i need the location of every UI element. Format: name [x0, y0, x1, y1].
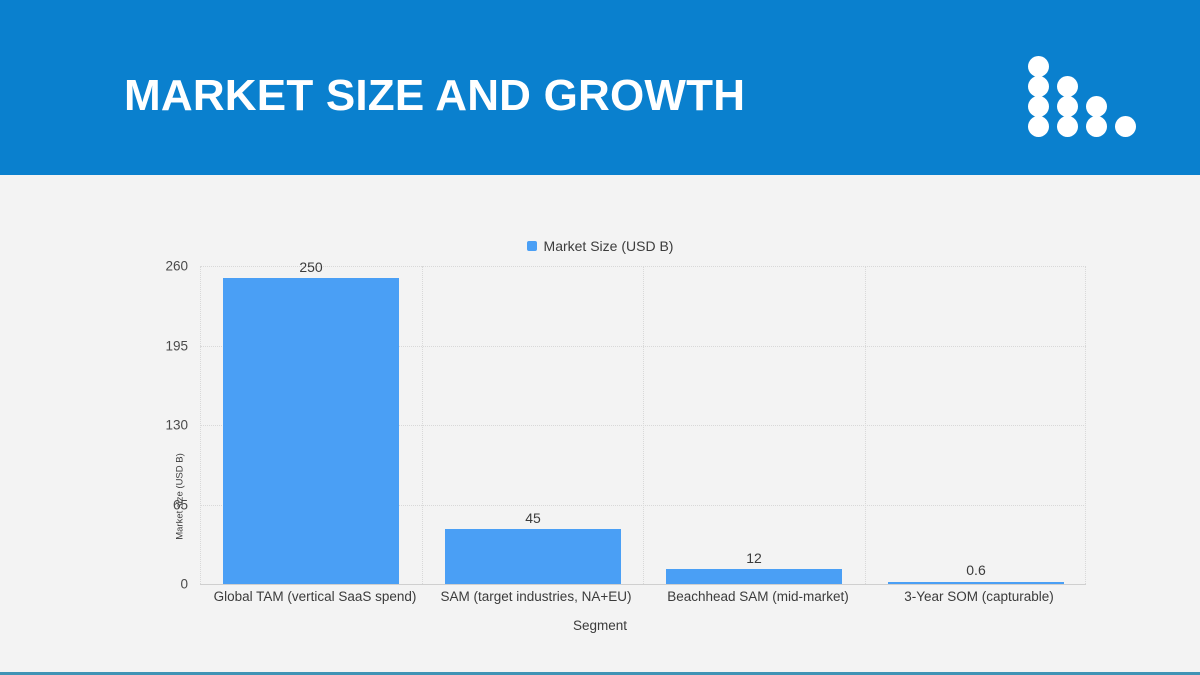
bar[interactable]	[223, 278, 399, 584]
y-tick-label: 130	[165, 417, 188, 433]
logo-dot	[1028, 56, 1049, 77]
plot-area: 250 45 12 0.6	[200, 259, 1086, 585]
legend-swatch-icon	[526, 241, 537, 251]
x-tick-label: Global TAM (vertical SaaS spend)	[213, 589, 417, 604]
logo-dot	[1115, 116, 1136, 137]
y-tick-label: 0	[180, 576, 188, 592]
logo-dot	[1057, 116, 1078, 137]
bar-value-label: 12	[746, 550, 762, 566]
x-axis-line	[200, 584, 1086, 585]
bar[interactable]	[888, 582, 1064, 584]
logo-dot	[1057, 76, 1078, 97]
y-axis-title: Market size (USD B)	[174, 453, 186, 540]
bar[interactable]	[445, 529, 621, 584]
gridline-vertical	[200, 266, 201, 584]
logo-dot	[1028, 76, 1049, 97]
x-tick-label: Beachhead SAM (mid-market)	[667, 589, 849, 604]
logo-dot	[1057, 96, 1078, 117]
bar-value-label: 45	[525, 510, 541, 526]
legend-label: Market Size (USD B)	[543, 238, 674, 254]
bar-chart: Market Size (USD B) 260 195 130 65 0 Mar…	[0, 175, 1200, 672]
logo-dot	[1028, 116, 1049, 137]
y-axis-tick-labels: 260 195 130 65 0 Market size (USD B)	[126, 259, 188, 592]
logo-dot	[1086, 116, 1107, 137]
gridline-vertical	[864, 266, 866, 584]
dot-staircase-logo	[1028, 56, 1136, 138]
x-tick-label: SAM (target industries, NA+EU)	[440, 589, 632, 604]
bar-value-label: 0.6	[966, 562, 986, 578]
gridline-vertical	[1085, 266, 1086, 584]
bar-value-label: 250	[299, 259, 323, 275]
slide-header: MARKET SIZE AND GROWTH	[0, 0, 1200, 175]
page-title: MARKET SIZE AND GROWTH	[124, 71, 746, 120]
x-tick-label: 3-Year SOM (capturable)	[904, 589, 1054, 604]
y-tick-label: 260	[165, 258, 188, 274]
x-axis-tick-labels: Global TAM (vertical SaaS spend) SAM (ta…	[200, 589, 1086, 611]
logo-dot	[1028, 96, 1049, 117]
y-tick-label: 195	[165, 338, 188, 353]
bar[interactable]	[666, 569, 842, 584]
legend-item-market-size[interactable]: Market Size (USD B)	[526, 238, 674, 254]
x-axis-title: Segment	[572, 618, 628, 633]
chart-legend: Market Size (USD B)	[0, 238, 1200, 254]
y-tick-label: 65	[172, 497, 188, 512]
gridline-vertical	[421, 266, 423, 584]
gridline-vertical	[643, 266, 644, 584]
logo-dot	[1086, 96, 1107, 117]
